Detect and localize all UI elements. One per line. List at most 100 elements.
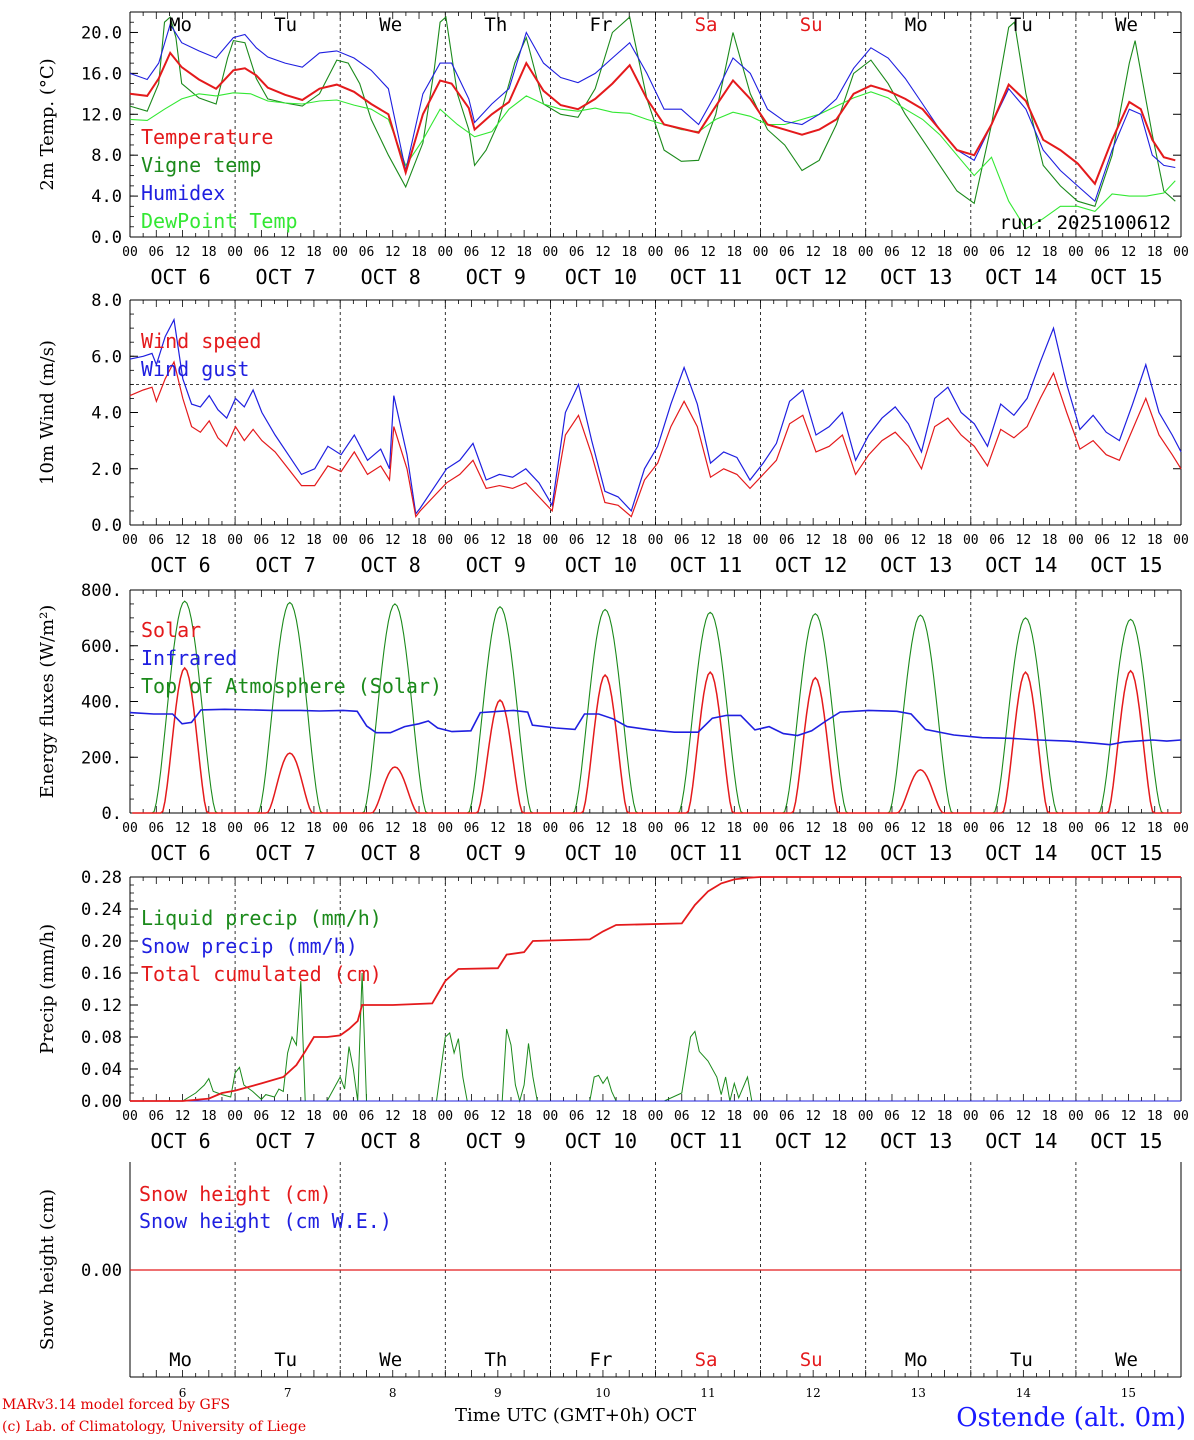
hour-tick-label: 00: [122, 245, 138, 260]
y-tick-label: 20.0: [81, 23, 122, 43]
hour-tick-label: 06: [464, 245, 480, 260]
date-label: OCT 9: [466, 553, 526, 577]
date-label: OCT 15: [1090, 553, 1162, 577]
hour-tick-label: 00: [1068, 1109, 1084, 1124]
date-label: OCT 10: [565, 265, 637, 289]
hour-tick-label: 12: [175, 821, 191, 836]
hour-tick-label: 12: [385, 1109, 401, 1124]
y-axis-title: 10m Wind (m/s): [37, 340, 58, 485]
hour-tick-label: 18: [621, 821, 637, 836]
day-number: 13: [911, 1386, 926, 1400]
y-tick-label: 2.0: [91, 460, 122, 480]
hour-tick-label: 00: [437, 245, 453, 260]
hour-tick-label: 18: [201, 533, 217, 548]
hour-tick-label: 00: [753, 1109, 769, 1124]
date-label: OCT 9: [466, 841, 526, 865]
hour-tick-label: 12: [700, 533, 716, 548]
hour-tick-label: 18: [306, 1109, 322, 1124]
hour-tick-label: 12: [175, 533, 191, 548]
hour-tick-label: 06: [359, 1109, 375, 1124]
date-label: OCT 6: [150, 553, 210, 577]
hour-tick-label: 06: [989, 533, 1005, 548]
hour-tick-label: 12: [280, 533, 296, 548]
meteogram-chart: 00 06 12 18 OCT 6 00 06 12 18 OCT 7 00 06 12 18 OCT 8 0…: [37, 11, 1189, 1400]
hour-tick-label: 18: [411, 533, 427, 548]
y-tick-label: 600.: [81, 637, 122, 657]
date-label: OCT 13: [880, 841, 952, 865]
lab-credit: (c) Lab. of Climatology, University of L…: [2, 1419, 307, 1435]
date-label: OCT 13: [880, 553, 952, 577]
day-name-bottom: Mo: [905, 1349, 928, 1371]
date-label: OCT 8: [361, 553, 421, 577]
hour-tick-label: 12: [490, 1109, 506, 1124]
hour-tick-label: 12: [385, 821, 401, 836]
hour-tick-label: 00: [858, 245, 874, 260]
hour-tick-label: 00: [963, 533, 979, 548]
y-tick-label: 12.0: [81, 105, 122, 125]
model-credit: MARv3.14 model forced by GFS: [2, 1397, 231, 1413]
hour-tick-label: 18: [306, 533, 322, 548]
hour-tick-label: 12: [1121, 533, 1137, 548]
hour-tick-label: 18: [516, 1109, 532, 1124]
hour-tick-label: 00: [963, 821, 979, 836]
series-temperature: [129, 51, 1176, 186]
hour-tick-label: 12: [700, 821, 716, 836]
hour-tick-label: 00: [227, 245, 243, 260]
date-label: OCT 7: [256, 265, 316, 289]
hour-tick-label: 00: [753, 821, 769, 836]
hour-tick-label: 00: [1068, 821, 1084, 836]
hour-tick-label: 06: [569, 533, 585, 548]
hour-tick-label: 00: [122, 1109, 138, 1124]
hour-tick-label: 18: [1147, 245, 1163, 260]
day-name-bottom: We: [1115, 1349, 1138, 1371]
day-name-top: Su: [800, 14, 823, 36]
hour-tick-label: 06: [884, 245, 900, 260]
hour-tick-label: 18: [937, 245, 953, 260]
hour-tick-label: 12: [175, 245, 191, 260]
hour-tick-label: 06: [674, 1109, 690, 1124]
y-tick-label: 8.0: [91, 146, 122, 166]
legend-wind-gust: Wind gust: [141, 357, 249, 381]
day-number: 6: [179, 1386, 187, 1400]
hour-tick-label: 12: [595, 1109, 611, 1124]
series-solar: [132, 666, 1181, 814]
hour-tick-label: 18: [516, 821, 532, 836]
day-name-bottom: Su: [800, 1349, 823, 1371]
y-tick-label: 0.04: [81, 1060, 122, 1080]
date-label: OCT 11: [670, 553, 742, 577]
hour-tick-label: 00: [648, 1109, 664, 1124]
hour-tick-label: 06: [1094, 533, 1110, 548]
hour-tick-label: 12: [1016, 533, 1032, 548]
hour-tick-label: 06: [464, 821, 480, 836]
hour-tick-label: 00: [753, 533, 769, 548]
hour-tick-label: 06: [1094, 1109, 1110, 1124]
hour-tick-label: 00: [122, 533, 138, 548]
hour-tick-label: 18: [1042, 533, 1058, 548]
hour-tick-label: 06: [1094, 821, 1110, 836]
date-label: OCT 9: [466, 265, 526, 289]
hour-tick-label: 18: [832, 245, 848, 260]
hour-tick-label: 18: [201, 245, 217, 260]
day-number: 11: [700, 1386, 715, 1400]
legend-dewpoint-temp: DewPoint Temp: [141, 209, 298, 233]
date-label: OCT 8: [361, 841, 421, 865]
hour-tick-label: 18: [411, 245, 427, 260]
day-name-bottom: Tu: [1010, 1349, 1033, 1371]
hour-tick-label: 06: [464, 533, 480, 548]
legend-infrared: Infrared: [141, 646, 237, 670]
hour-tick-label: 12: [910, 821, 926, 836]
series-dewpoint-temp: [129, 91, 1176, 230]
hour-tick-label: 12: [490, 821, 506, 836]
hour-tick-label: 06: [779, 821, 795, 836]
day-number: 8: [389, 1386, 397, 1400]
y-tick-label: 4.0: [91, 404, 122, 424]
day-name-top: Fr: [590, 14, 613, 36]
hour-tick-label: 12: [595, 533, 611, 548]
date-label: OCT 7: [256, 841, 316, 865]
y-tick-label: 400.: [81, 693, 122, 713]
hour-tick-label: 00: [1173, 1109, 1189, 1124]
legend-wind-speed: Wind speed: [141, 329, 261, 353]
hour-tick-label: 12: [280, 1109, 296, 1124]
hour-tick-label: 00: [858, 1109, 874, 1124]
date-label: OCT 15: [1090, 265, 1162, 289]
